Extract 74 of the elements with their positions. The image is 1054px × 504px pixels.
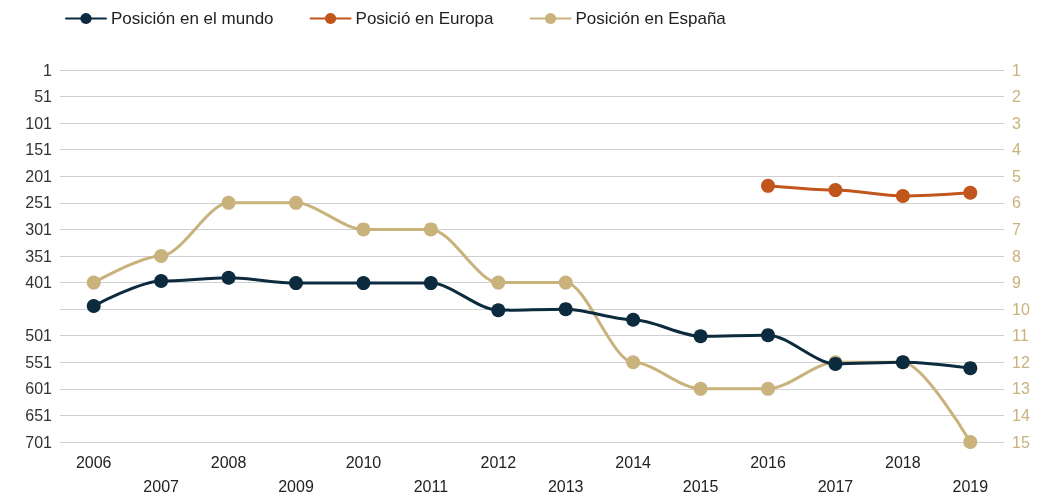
y-tick-label: 301	[25, 220, 53, 238]
y-tick-label: 601	[25, 380, 53, 398]
x-tick-label: 2013	[547, 477, 584, 495]
y2-tick-label: 6	[1012, 194, 1021, 212]
x-tick-label: 2009	[278, 477, 314, 495]
point	[761, 328, 775, 343]
point	[356, 222, 371, 237]
y2-tick-label: 1	[1012, 61, 1021, 79]
point	[963, 435, 978, 449]
point	[221, 195, 236, 210]
y-tick-label: 251	[25, 194, 53, 212]
x-tick-label: 2008	[210, 453, 247, 471]
y2-tick-label: 5	[1012, 167, 1021, 185]
y-tick-label: 1	[43, 61, 53, 79]
point	[423, 222, 438, 237]
point	[289, 276, 303, 291]
x-tick-label: 2011	[413, 477, 449, 495]
y2-tick-label: 2	[1012, 88, 1021, 106]
y2-tick-label: 7	[1012, 220, 1021, 238]
point	[289, 195, 303, 210]
x-tick-label: 2017	[817, 477, 854, 495]
x-tick-label: 2010	[345, 453, 382, 471]
y2-tick-label: 11	[1012, 327, 1029, 345]
point	[356, 276, 371, 291]
y2-tick-label: 13	[1012, 380, 1030, 398]
point	[626, 355, 641, 370]
point	[86, 275, 101, 290]
y-tick-label: 351	[25, 247, 53, 265]
y-tick-label: 551	[25, 353, 53, 371]
y-tick-label: 201	[25, 167, 53, 185]
legend-label: Posición en España	[575, 9, 727, 28]
point	[963, 185, 978, 200]
x-tick-label: 2006	[75, 453, 112, 471]
x-tick-label: 2016	[750, 453, 786, 471]
x-tick-label: 2019	[952, 477, 989, 495]
point	[761, 381, 775, 396]
x-tick-label: 2018	[885, 453, 921, 471]
point	[558, 302, 573, 317]
y-tick-label: 101	[25, 114, 53, 132]
point	[491, 303, 506, 318]
point	[154, 249, 169, 263]
y2-tick-label: 9	[1012, 274, 1021, 292]
y-tick-label: 51	[34, 88, 53, 106]
point	[558, 275, 573, 290]
x-tick-label: 2012	[480, 453, 517, 471]
y-tick-label: 701	[25, 433, 53, 451]
y2-tick-label: 10	[1012, 300, 1030, 318]
point	[828, 183, 843, 198]
point	[86, 298, 101, 313]
point	[895, 188, 910, 203]
point	[626, 312, 641, 327]
point	[221, 270, 236, 285]
y2-tick-label: 12	[1012, 353, 1030, 371]
point	[693, 381, 708, 396]
x-tick-label: 2014	[615, 453, 652, 471]
point	[761, 178, 775, 193]
x-tick-label: 2007	[143, 477, 180, 495]
legend-label: Posició en Europa	[355, 9, 495, 28]
point	[963, 361, 978, 376]
y2-tick-label: 14	[1012, 406, 1030, 424]
y-tick-label: 151	[25, 141, 53, 159]
point	[491, 275, 506, 290]
y-tick-label: 651	[25, 406, 53, 424]
point	[154, 273, 169, 288]
y2-tick-label: 15	[1012, 433, 1030, 451]
y2-tick-label: 3	[1012, 114, 1021, 132]
x-tick-label: 2015	[682, 477, 719, 495]
y-tick-label: 501	[25, 327, 53, 345]
point	[423, 276, 438, 291]
point	[693, 329, 708, 344]
legend-label: Posición en el mundo	[111, 9, 274, 28]
y-tick-label: 401	[25, 274, 53, 292]
y2-tick-label: 8	[1012, 247, 1021, 265]
y2-tick-label: 4	[1012, 141, 1021, 159]
